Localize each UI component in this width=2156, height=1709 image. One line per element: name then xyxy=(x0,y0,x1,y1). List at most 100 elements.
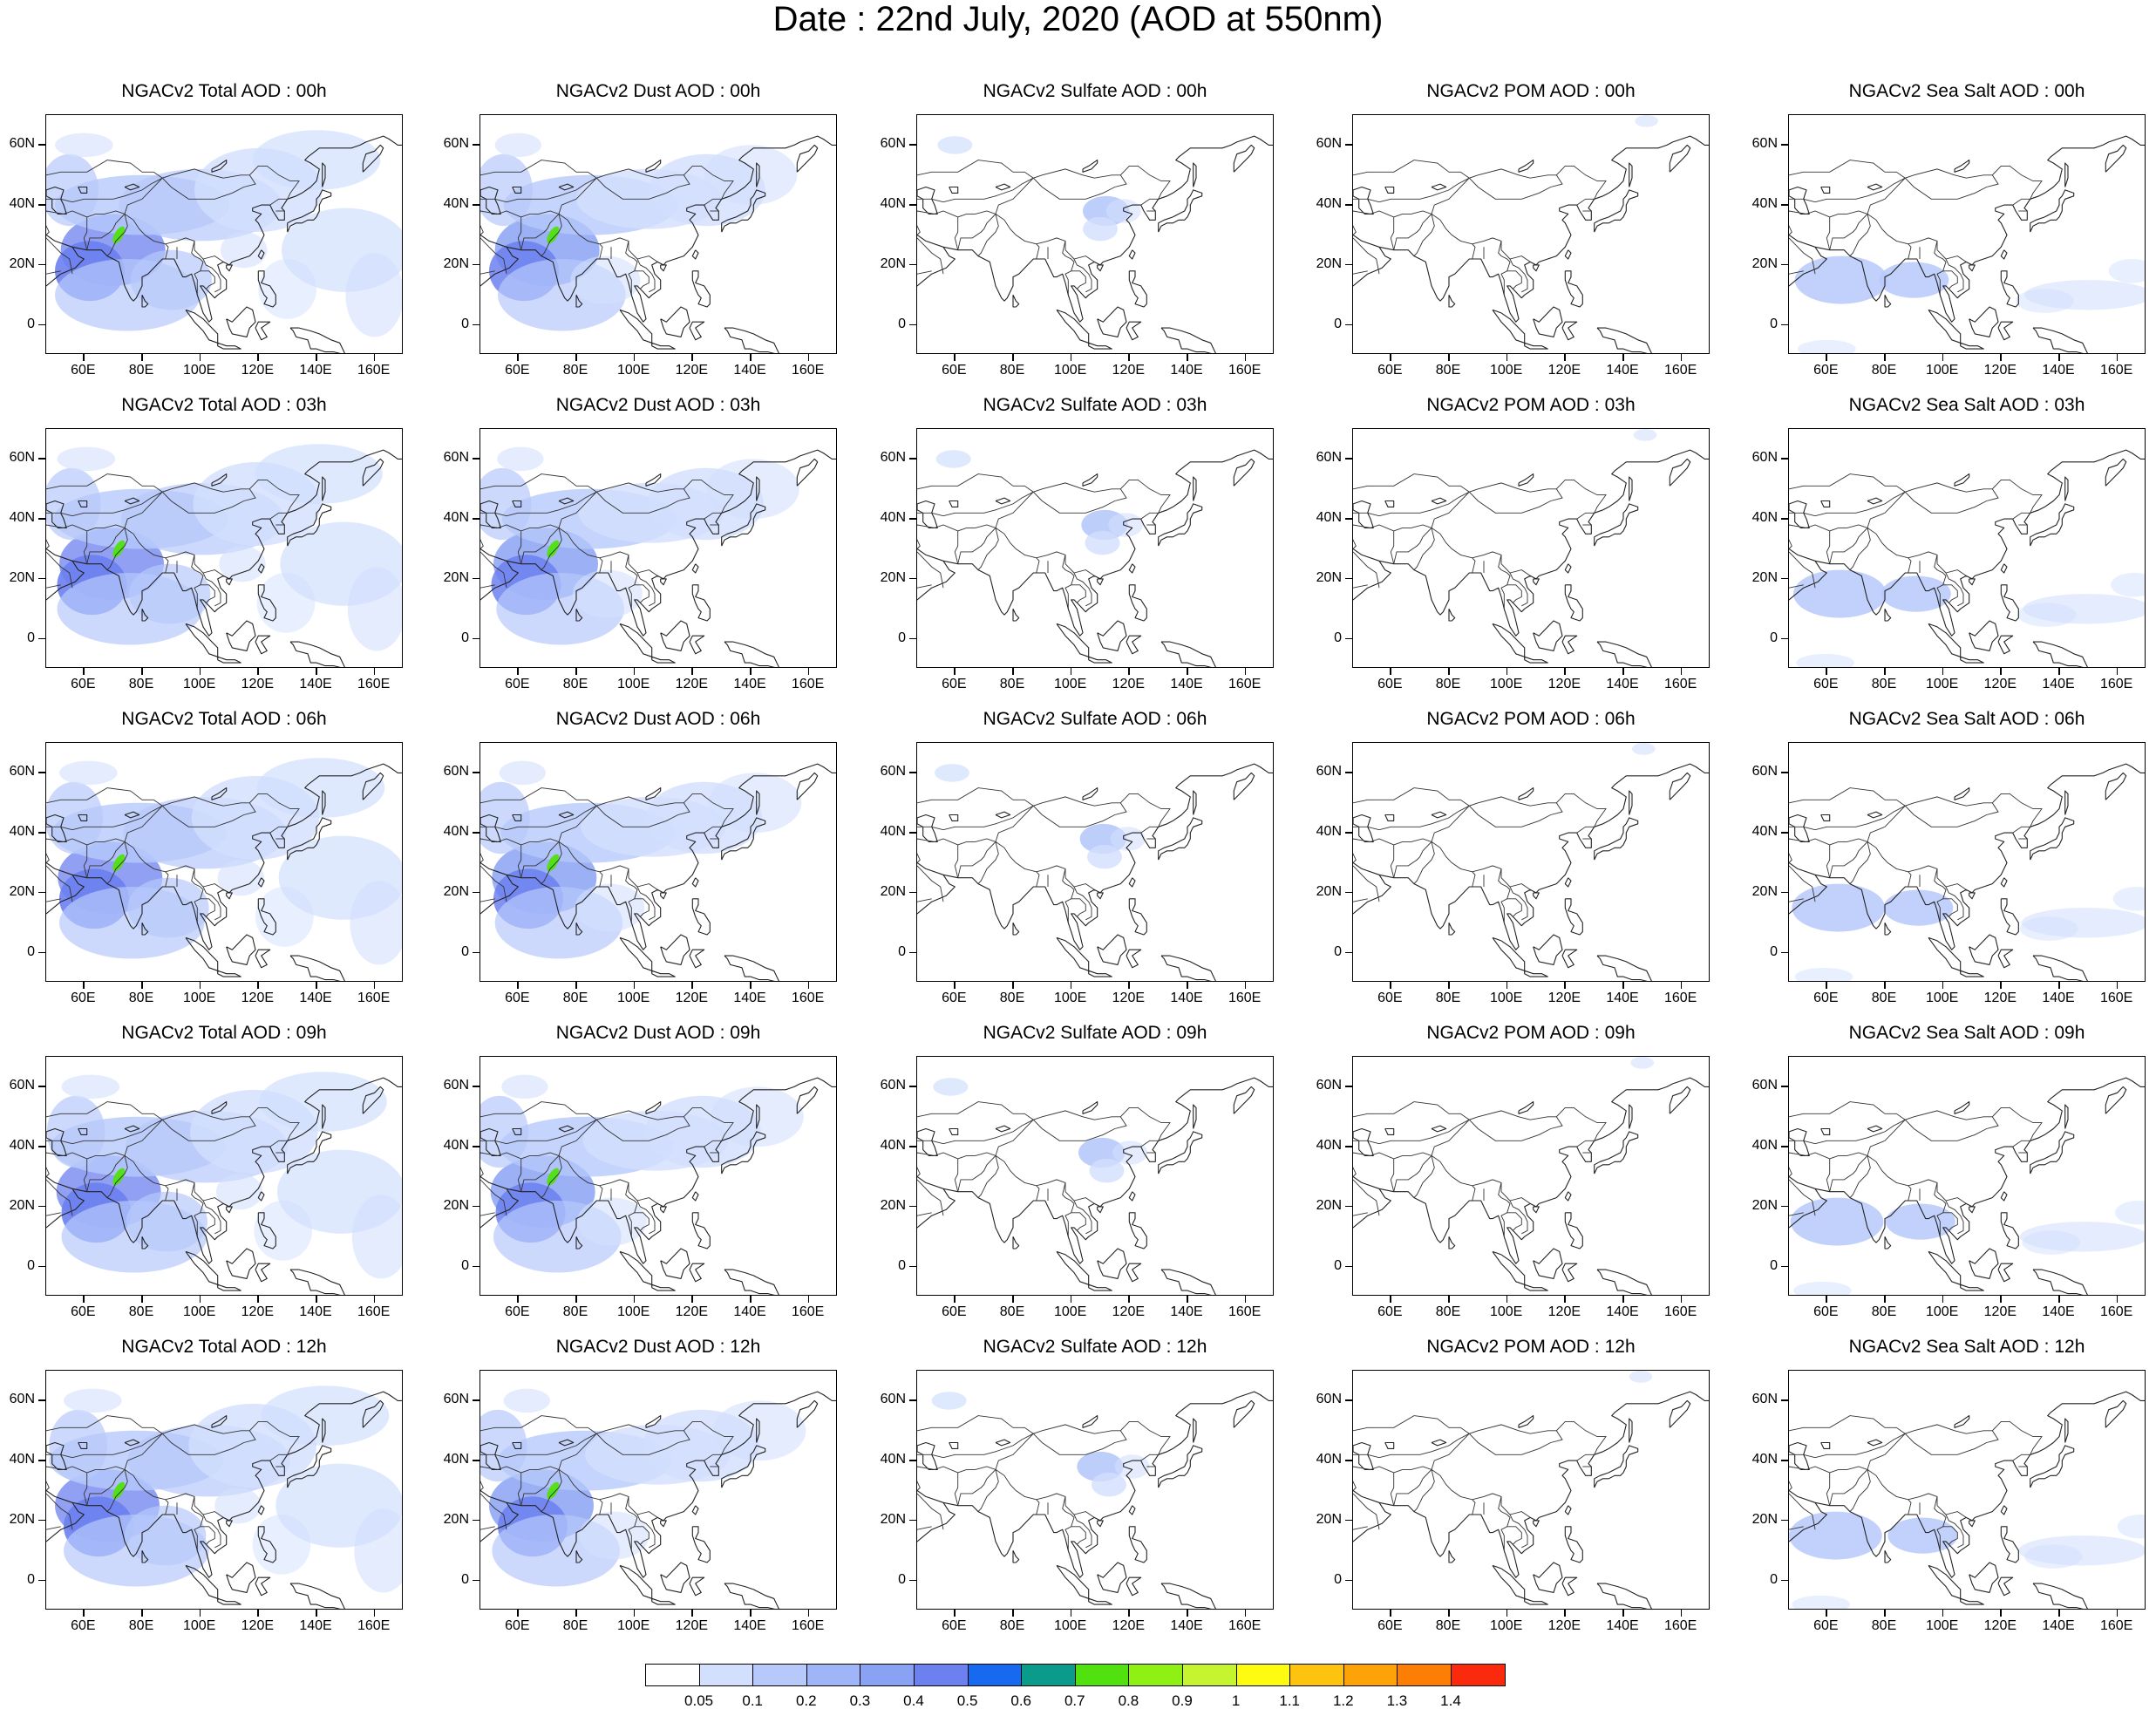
lon-tick-mark xyxy=(1622,354,1624,361)
lat-tick-label: 20N xyxy=(443,569,469,585)
aod-region xyxy=(1632,743,1656,755)
map-svg xyxy=(1789,1077,2145,1295)
lat-tick-mark xyxy=(1345,1519,1352,1522)
border-line xyxy=(1071,584,1086,603)
coastline xyxy=(660,264,667,272)
coastline xyxy=(1884,609,1892,622)
lat-tick-mark xyxy=(909,323,916,326)
lon-tick-label: 100E xyxy=(616,1618,650,1633)
coastline xyxy=(1384,814,1395,821)
lat-tick-mark xyxy=(473,263,479,266)
coastline xyxy=(1997,1576,2014,1597)
coastline xyxy=(917,500,938,528)
lat-tick-mark xyxy=(1781,772,1788,773)
lon-tick-label: 120E xyxy=(1112,991,1146,1005)
coastline xyxy=(124,811,140,819)
border-line xyxy=(1353,1526,1368,1530)
lon-tick-mark xyxy=(2116,668,2119,675)
lon-tick-label: 160E xyxy=(1228,991,1262,1005)
coastline xyxy=(78,814,88,821)
coastline xyxy=(1533,578,1540,586)
lon-tick-mark xyxy=(2116,982,2119,989)
lat-tick-label: 40N xyxy=(880,1452,906,1467)
lon-tick-label: 160E xyxy=(2099,677,2133,691)
panel-title: NGACv2 Sea Salt AOD : 00h xyxy=(1848,81,2085,101)
coastline xyxy=(1789,235,1827,287)
map-frame xyxy=(916,1370,1274,1610)
coastline xyxy=(1969,1206,1976,1214)
coastline xyxy=(287,1445,332,1488)
border-line xyxy=(480,787,734,827)
border-line xyxy=(191,1496,204,1551)
aod-region xyxy=(494,133,541,158)
lat-tick-label: 40N xyxy=(880,196,906,212)
border-line xyxy=(480,805,597,831)
map-frame xyxy=(1788,114,2146,354)
lat-tick-mark xyxy=(1345,1399,1352,1401)
border-line xyxy=(1867,1433,1906,1470)
map-frame xyxy=(1788,742,2146,982)
border-line xyxy=(625,1182,638,1237)
aod-region xyxy=(708,773,802,834)
border-line xyxy=(1945,1514,1964,1549)
border-line xyxy=(1353,787,1607,827)
coastline xyxy=(1056,1564,1090,1599)
coastline xyxy=(2105,458,2127,487)
coastline xyxy=(1969,620,1999,651)
coastline xyxy=(257,270,276,308)
coastline xyxy=(1097,1520,1104,1528)
coastline xyxy=(1012,1236,1020,1249)
border-line xyxy=(1353,211,1357,235)
coastline xyxy=(1960,1597,1984,1605)
lat-tick-label: 60N xyxy=(9,450,35,466)
border-line xyxy=(636,1514,656,1549)
coastline xyxy=(691,584,711,622)
coastline xyxy=(1431,497,1447,505)
coastline xyxy=(917,235,956,287)
coastline xyxy=(1960,1283,1984,1291)
coastline xyxy=(287,1131,332,1175)
border-line xyxy=(1431,805,1470,842)
border-line xyxy=(917,551,944,589)
coastline xyxy=(480,548,519,601)
lon-tick-label: 60E xyxy=(71,1618,96,1633)
border-line xyxy=(46,524,88,564)
border-line xyxy=(634,270,650,289)
border-line xyxy=(1071,1212,1086,1231)
coastline xyxy=(917,548,956,601)
lon-tick-mark xyxy=(316,668,317,675)
coastline xyxy=(2032,1269,2088,1295)
coastline xyxy=(1564,1191,1572,1202)
lon-tick-mark xyxy=(83,1296,85,1303)
coastline xyxy=(124,1439,140,1447)
coastline xyxy=(1518,473,1534,487)
map-frame xyxy=(479,742,837,982)
lon-tick-label: 160E xyxy=(1228,677,1262,691)
lon-tick-mark xyxy=(633,1610,636,1617)
coastline xyxy=(226,1206,233,1214)
coastline xyxy=(1867,811,1883,819)
border-line xyxy=(625,1496,638,1551)
border-line xyxy=(977,1469,999,1512)
border-line xyxy=(917,1415,1171,1455)
border-line xyxy=(46,898,61,902)
coastline xyxy=(660,892,667,900)
border-line xyxy=(86,838,126,878)
coastline xyxy=(1533,306,1563,337)
border-line xyxy=(917,1212,932,1216)
border-line xyxy=(106,841,128,884)
coastline xyxy=(1594,817,1639,861)
coastline xyxy=(1448,1550,1456,1563)
lat-tick-label: 40N xyxy=(1316,1452,1342,1467)
lon-tick-label: 120E xyxy=(1112,677,1146,691)
lon-tick-mark xyxy=(807,354,810,361)
lat-tick-mark xyxy=(1781,1146,1788,1147)
lat-tick-mark xyxy=(38,144,45,146)
border-line xyxy=(995,1469,1095,1518)
colorbar-swatch xyxy=(645,1664,700,1686)
colorbar-swatch xyxy=(1397,1664,1452,1686)
coastline xyxy=(2032,641,2088,667)
lat-tick-mark xyxy=(1345,1265,1352,1268)
coastline xyxy=(1669,458,1691,487)
lon-tick-label: 60E xyxy=(505,991,530,1005)
